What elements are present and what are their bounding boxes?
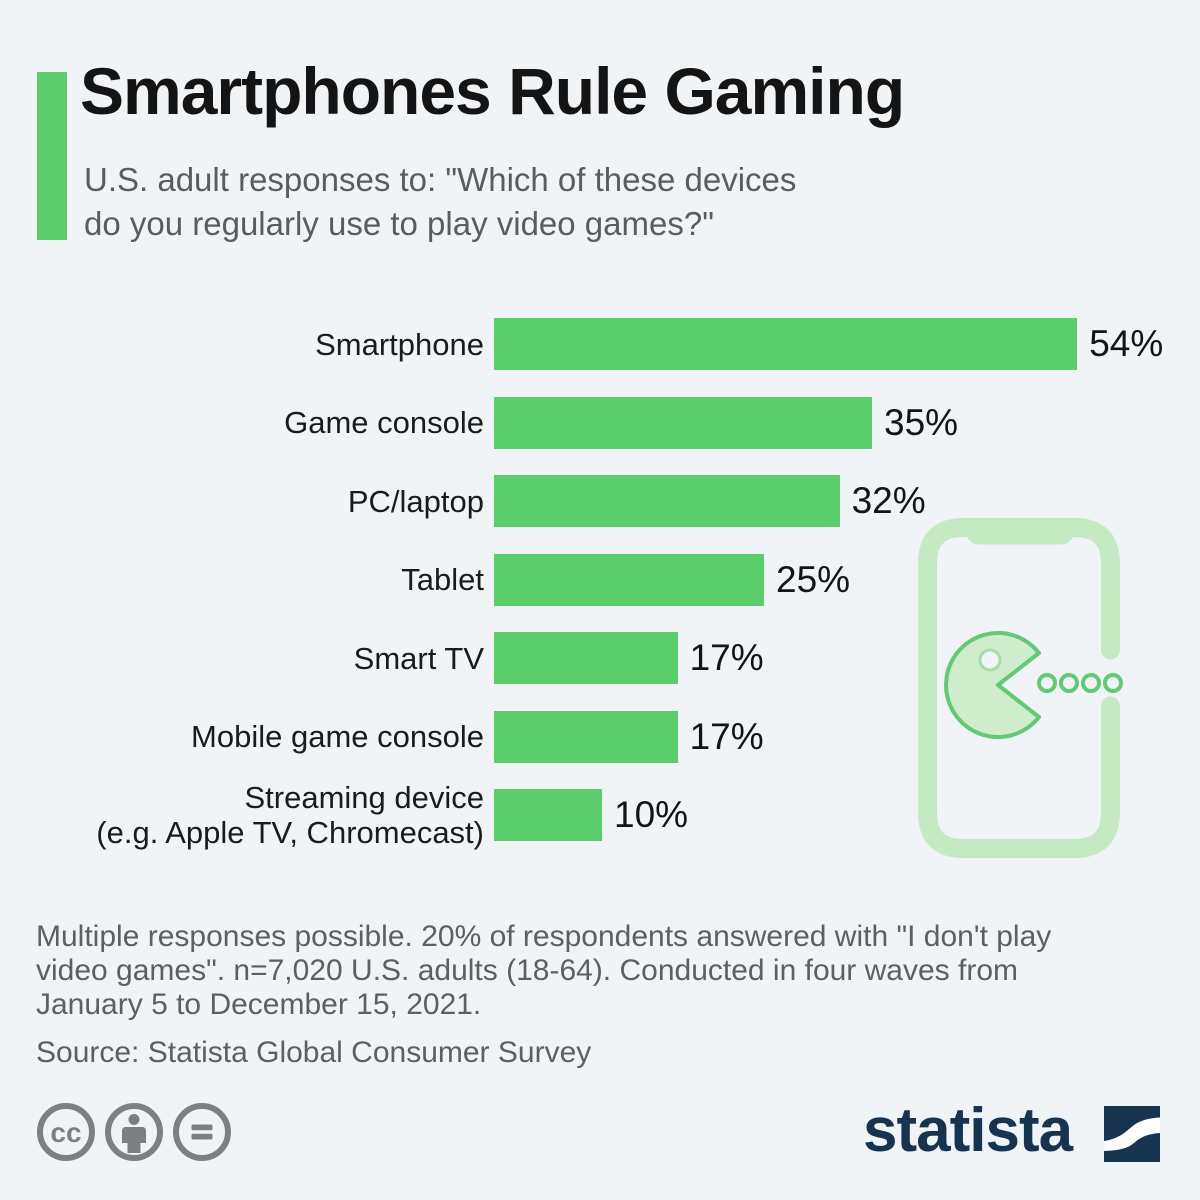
statista-logo-mark[interactable] <box>1104 1106 1160 1162</box>
logo-wave <box>1104 1117 1160 1151</box>
bar-mobile-game-console <box>494 710 678 763</box>
no-derivatives-equals-icon[interactable] <box>170 1100 234 1164</box>
chart-row-game-console: Game console 35% <box>0 384 1170 463</box>
value-label: 32% <box>851 480 926 522</box>
chart-row-smart-tv: Smart TV 17% <box>0 619 1170 698</box>
bar-chart: Smartphone 54% Game console 35% PC/lapto… <box>0 305 1170 855</box>
footnote-line-3: January 5 to December 15, 2021. <box>36 988 482 1021</box>
bar-game-console <box>494 396 872 449</box>
pacman-eye <box>978 648 1002 672</box>
title-accent-bar <box>37 72 67 240</box>
category-label: PC/laptop <box>347 483 484 519</box>
phone-notch <box>966 518 1074 545</box>
subtitle-line-1: U.S. adult responses to: "Which of these… <box>84 161 797 198</box>
svg-text:cc: cc <box>50 1117 81 1148</box>
smartphone-outline-icon <box>918 518 1120 858</box>
value-label: 54% <box>1089 323 1164 365</box>
chart-row-streaming-device: Streaming device (e.g. Apple TV, Chromec… <box>0 776 1170 855</box>
value-label: 35% <box>884 401 959 443</box>
footnote: Multiple responses possible. 20% of resp… <box>36 920 1051 1022</box>
attribution-person-icon[interactable] <box>102 1100 166 1164</box>
bar-tablet <box>494 553 764 606</box>
chart-row-tablet: Tablet 25% <box>0 541 1170 620</box>
page-title: Smartphones Rule Gaming <box>80 54 905 128</box>
chart-subtitle: U.S. adult responses to: "Which of these… <box>84 158 796 246</box>
source-credit: Source: Statista Global Consumer Survey <box>36 1036 592 1069</box>
value-label: 17% <box>689 715 764 757</box>
bar-smart-tv <box>494 632 678 685</box>
creative-commons-icon[interactable]: cc <box>34 1100 98 1164</box>
value-label: 25% <box>776 558 851 600</box>
category-label: Game console <box>284 405 484 441</box>
chart-row-pc-laptop: PC/laptop 32% <box>0 462 1170 541</box>
category-label: Smart TV <box>353 640 484 676</box>
chart-row-smartphone: Smartphone 54% <box>0 305 1170 384</box>
bar-streaming-device <box>494 789 602 842</box>
bar-pc-laptop <box>494 475 840 528</box>
value-label: 10% <box>614 794 689 836</box>
smartphone-pacman-illustration <box>918 518 1123 858</box>
statista-logo-text[interactable]: statista <box>863 1096 1073 1165</box>
pacman-icon <box>944 631 1041 739</box>
category-label: Streaming device (e.g. Apple TV, Chromec… <box>96 780 484 851</box>
pellet-dots-icon <box>1037 673 1123 693</box>
category-label: Smartphone <box>315 326 484 362</box>
footnote-line-2: video games". n=7,020 U.S. adults (18-64… <box>36 954 1019 987</box>
footnote-line-1: Multiple responses possible. 20% of resp… <box>36 920 1052 953</box>
category-label: Mobile game console <box>191 719 484 755</box>
bar-smartphone <box>494 318 1078 371</box>
category-label: Tablet <box>401 562 484 598</box>
license-badges[interactable]: cc <box>34 1100 234 1164</box>
subtitle-line-2: do you regularly use to play video games… <box>84 204 714 242</box>
value-label: 17% <box>689 637 764 679</box>
chart-row-mobile-game-console: Mobile game console 17% <box>0 698 1170 777</box>
